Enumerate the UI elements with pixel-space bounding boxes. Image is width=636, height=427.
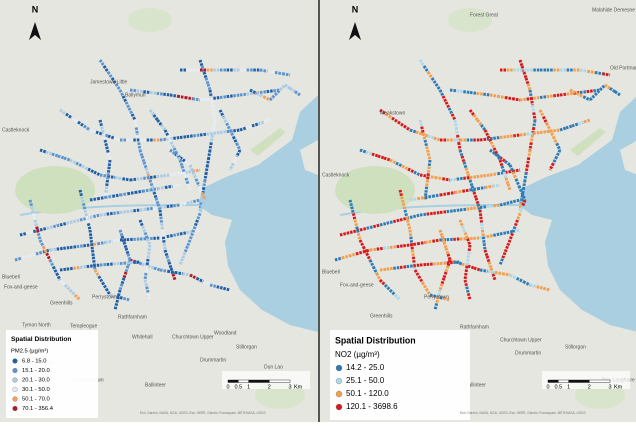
legend-label: 14.2 - 25.0 (346, 363, 385, 372)
scale-segment (589, 380, 610, 383)
map-panel-pm25: Jamestown Little Ballymun Castleknock Blueb… (0, 0, 318, 422)
legend-swatch (336, 378, 342, 384)
place-label: Fox-and-geese (340, 282, 374, 288)
scale-segment (569, 380, 590, 383)
park (128, 8, 172, 32)
scale-label: 1 (567, 384, 570, 390)
place-label: Drummartin (515, 350, 541, 356)
place-label: Malahide Demesne (592, 7, 635, 13)
legend-swatch (13, 359, 18, 364)
attribution: Esri, Garmin, NASA, NGA, USGS, Esri, HER… (460, 411, 586, 415)
map-panel-no2: Forest Great Malahide Demesne Old Portmarn… (320, 0, 636, 422)
place-label: Whitehall (132, 334, 153, 340)
legend-swatch (13, 387, 18, 392)
scale-label: 2 (588, 384, 591, 390)
legend-title: Spatial Distribution (335, 335, 416, 345)
legend-swatch (336, 391, 342, 397)
scale-segment (249, 380, 270, 383)
scale-label: 1 (247, 384, 250, 390)
place-label: Bluebell (322, 269, 340, 275)
place-label: Forest Great (470, 12, 499, 18)
place-label: Stillorgan (236, 344, 257, 350)
place-label: Meakstown (380, 110, 406, 116)
place-label: Ballymun (125, 92, 146, 98)
legend-field: PM2.5 (µg/m³) (11, 349, 48, 355)
legend-title: Spatial Distribution (11, 336, 71, 343)
place-label: Churchtown Upper (172, 334, 214, 340)
place-label: Old Portmarnock (610, 65, 636, 71)
place-label: Castleknock (322, 172, 350, 178)
place-label: Perrystown (92, 294, 117, 300)
legend-label: 50.1 - 70.0 (22, 397, 50, 403)
legend-label: 120.1 - 3698.6 (346, 402, 398, 411)
scale-segment (238, 380, 248, 383)
legend-swatch (336, 365, 342, 371)
place-label: Castleknock (2, 127, 30, 133)
north-label: N (352, 4, 359, 14)
legend-box (6, 330, 98, 418)
park (15, 166, 95, 214)
scale-segment (228, 380, 238, 383)
scale-segment (548, 380, 558, 383)
place-label: Rathfarnham (460, 324, 489, 330)
scale-label: 3 (608, 384, 611, 390)
place-label: Bluebell (2, 274, 20, 280)
place-label: Churchtown Upper (500, 337, 542, 343)
scale-label: 0.5 (235, 384, 243, 390)
place-label: Greenhills (370, 313, 393, 319)
scale-label: 2 (268, 384, 271, 390)
scale-label: 3 (288, 384, 291, 390)
north-label: N (32, 4, 39, 14)
place-label: Jamestown Little (90, 79, 127, 85)
place-label: Greenhills (50, 300, 73, 306)
place-label: Perrystown (424, 294, 449, 300)
place-label: Stillorgan (565, 344, 586, 350)
legend-label: 20.1 - 30.0 (22, 378, 50, 384)
legend-label: 6.8 - 15.0 (22, 359, 47, 365)
legend-swatch (336, 404, 342, 410)
scale-label: 0 (226, 384, 229, 390)
scale-unit: Km (614, 384, 623, 390)
place-label: Dun Lao (264, 364, 283, 370)
legend-swatch (13, 378, 18, 383)
panel-divider (318, 0, 320, 422)
legend-swatch (13, 397, 18, 402)
scale-segment (269, 380, 290, 383)
attribution: Esri, Garmin, NASA, NGA, USGS, Esri, HER… (140, 411, 266, 415)
place-label: Tymon North (22, 322, 51, 328)
place-label: Rathfarnham (118, 314, 147, 320)
place-label: Fox-and-geese (4, 284, 38, 290)
scale-label: 0 (546, 384, 549, 390)
scale-label: 0.5 (555, 384, 563, 390)
place-label: Templeogue (70, 323, 97, 329)
legend-swatch (13, 406, 18, 411)
legend-label: 70.1 - 356.4 (22, 406, 54, 412)
place-label: Woodland (214, 330, 237, 336)
legend-swatch (13, 368, 18, 373)
scale-segment (558, 380, 568, 383)
legend-label: 30.1 - 50.0 (22, 387, 50, 393)
legend-field: NO2 (µg/m³) (335, 350, 380, 359)
legend-label: 25.1 - 50.0 (346, 376, 385, 385)
place-label: Ballinteer (145, 382, 166, 388)
scale-unit: Km (294, 384, 303, 390)
legend-label: 50.1 - 120.0 (346, 389, 389, 398)
place-label: Drummartin (200, 357, 226, 363)
legend-label: 15.1 - 20.0 (22, 368, 50, 374)
